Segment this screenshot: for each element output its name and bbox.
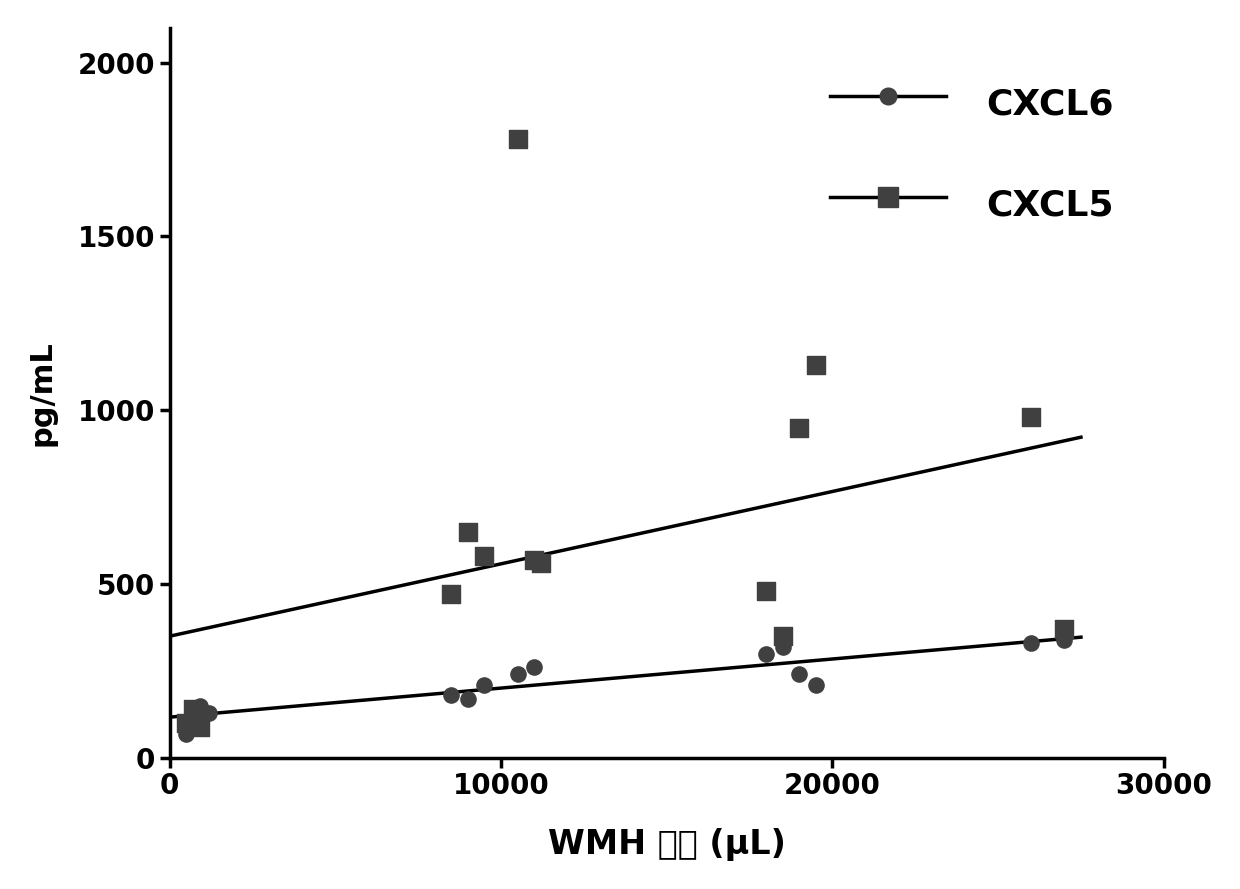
- Point: [475, 677, 495, 692]
- Point: [525, 661, 544, 675]
- Point: [773, 629, 792, 644]
- Point: [190, 719, 210, 733]
- Point: [1054, 633, 1074, 647]
- Point: [458, 692, 477, 706]
- Point: [184, 712, 203, 726]
- Point: [184, 702, 203, 717]
- Point: [190, 699, 210, 713]
- Point: [1054, 622, 1074, 637]
- Point: [756, 584, 776, 598]
- Point: [441, 588, 461, 602]
- Point: [806, 358, 826, 372]
- Point: [806, 677, 826, 692]
- Y-axis label: pg/mL: pg/mL: [27, 340, 57, 445]
- Point: [790, 420, 810, 435]
- Point: [756, 646, 776, 661]
- Legend: CXCL6, CXCL5: CXCL6, CXCL5: [796, 44, 1147, 264]
- Point: [790, 668, 810, 682]
- Point: [176, 726, 196, 741]
- Point: [531, 556, 551, 570]
- X-axis label: WMH 体积 (μL): WMH 体积 (μL): [548, 829, 786, 861]
- Point: [507, 132, 527, 146]
- Point: [525, 553, 544, 567]
- Point: [441, 688, 461, 702]
- Point: [458, 525, 477, 539]
- Point: [507, 668, 527, 682]
- Point: [1022, 636, 1042, 650]
- Point: [773, 639, 792, 653]
- Point: [200, 706, 219, 720]
- Point: [1022, 410, 1042, 424]
- Point: [176, 716, 196, 730]
- Point: [475, 549, 495, 564]
